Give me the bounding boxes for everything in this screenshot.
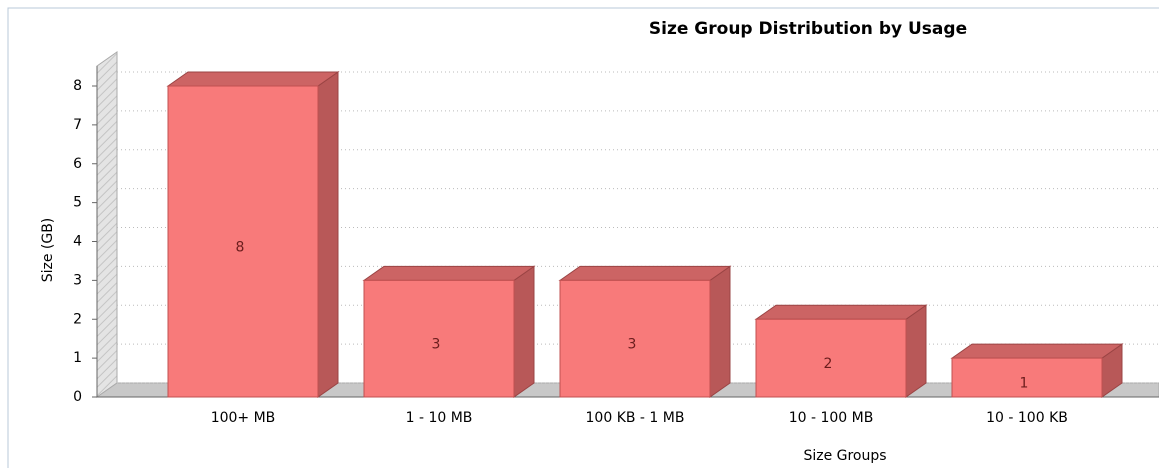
bar	[558, 265, 732, 398]
bar-front	[559, 279, 711, 398]
bar	[362, 265, 536, 398]
y-tick-label: 2	[73, 311, 82, 327]
bar	[754, 304, 928, 398]
bar-front	[755, 318, 907, 398]
bar-top	[558, 265, 732, 281]
bar-top	[754, 304, 928, 320]
bar-side	[513, 265, 535, 398]
bar-top	[950, 343, 1124, 359]
bar-side	[905, 304, 927, 398]
bar-side	[317, 71, 339, 398]
bar-side	[709, 265, 731, 398]
x-tick-label: 100 KB - 1 MB	[586, 410, 685, 426]
y-tick-label: 4	[73, 234, 82, 250]
left-wall	[96, 51, 118, 398]
y-tick-label: 8	[73, 78, 82, 94]
x-tick-label: 10 - 100 KB	[986, 410, 1068, 426]
x-tick-label: 100+ MB	[211, 410, 276, 426]
y-tick-label: 6	[73, 156, 82, 172]
value-label: 3	[628, 337, 637, 353]
y-tick-label: 7	[73, 117, 82, 133]
bar-front	[951, 357, 1103, 398]
bar	[950, 343, 1124, 398]
bar-front	[363, 279, 515, 398]
y-tick-label: 0	[73, 389, 82, 405]
bar-top	[362, 265, 536, 281]
x-axis-label: Size Groups	[803, 448, 886, 464]
y-tick-label: 1	[73, 350, 82, 366]
y-tick-label: 3	[73, 272, 82, 288]
y-tick-label: 5	[73, 195, 82, 211]
bar-top	[166, 71, 340, 87]
x-tick-label: 1 - 10 MB	[406, 410, 473, 426]
value-label: 1	[1020, 376, 1029, 392]
x-tick-label: 10 - 100 MB	[789, 410, 874, 426]
bar-front	[167, 85, 319, 398]
value-label: 8	[236, 240, 245, 256]
chart-title: Size Group Distribution by Usage	[649, 19, 967, 39]
y-axis-label: Size (GB)	[40, 218, 56, 283]
frame	[7, 7, 1159, 472]
value-label: 3	[432, 337, 441, 353]
bar	[166, 71, 340, 398]
value-label: 2	[824, 356, 833, 372]
